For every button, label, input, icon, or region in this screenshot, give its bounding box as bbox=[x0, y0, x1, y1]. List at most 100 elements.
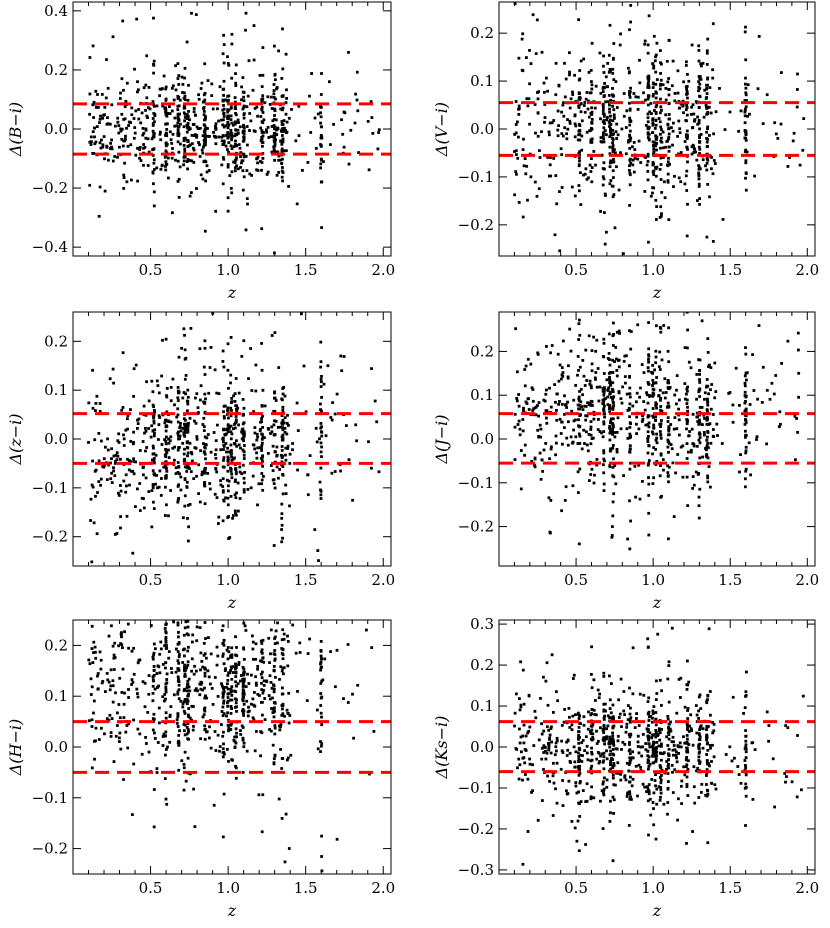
data-point bbox=[94, 739, 97, 742]
data-point bbox=[647, 512, 650, 515]
data-point bbox=[228, 480, 231, 483]
data-point bbox=[672, 60, 675, 63]
data-point bbox=[227, 515, 230, 518]
data-point bbox=[571, 820, 574, 823]
data-point bbox=[152, 685, 155, 688]
data-point bbox=[286, 665, 289, 668]
data-point bbox=[167, 157, 170, 160]
data-point bbox=[744, 177, 747, 180]
data-point bbox=[261, 98, 264, 101]
data-point bbox=[187, 695, 190, 698]
data-point bbox=[153, 669, 156, 672]
data-point bbox=[165, 503, 168, 506]
data-point bbox=[589, 164, 592, 167]
data-point bbox=[211, 687, 214, 690]
data-point bbox=[604, 243, 607, 246]
data-point bbox=[165, 86, 168, 89]
data-point bbox=[234, 84, 237, 87]
x-axis-label: z bbox=[227, 593, 237, 612]
data-point bbox=[222, 836, 225, 839]
data-point bbox=[658, 739, 661, 742]
data-point bbox=[160, 375, 163, 378]
data-point bbox=[686, 114, 689, 117]
data-point bbox=[197, 463, 200, 466]
data-point bbox=[205, 444, 208, 447]
data-point bbox=[691, 428, 694, 431]
data-point bbox=[652, 173, 655, 176]
data-point bbox=[260, 640, 263, 643]
data-point bbox=[744, 26, 747, 29]
data-point bbox=[277, 159, 280, 162]
data-point bbox=[285, 813, 288, 816]
data-point bbox=[682, 476, 685, 479]
data-point bbox=[112, 382, 115, 385]
data-point bbox=[320, 385, 323, 388]
data-point bbox=[660, 163, 663, 166]
data-point bbox=[131, 813, 134, 816]
data-point bbox=[158, 653, 161, 656]
data-point bbox=[199, 688, 202, 691]
data-point bbox=[584, 384, 587, 387]
data-point bbox=[602, 65, 605, 68]
data-point bbox=[706, 52, 709, 55]
data-point bbox=[153, 713, 156, 716]
data-point bbox=[612, 334, 615, 337]
data-point bbox=[235, 164, 238, 167]
data-point bbox=[92, 116, 95, 119]
data-point bbox=[199, 669, 202, 672]
data-point bbox=[207, 433, 210, 436]
data-point bbox=[212, 108, 215, 111]
data-point bbox=[148, 400, 151, 403]
data-point bbox=[686, 130, 689, 133]
data-point bbox=[126, 82, 129, 85]
data-point bbox=[205, 657, 208, 660]
data-point bbox=[177, 650, 180, 653]
data-point bbox=[252, 641, 255, 644]
data-point bbox=[112, 466, 115, 469]
data-point bbox=[656, 741, 659, 744]
data-point bbox=[319, 692, 322, 695]
data-point bbox=[123, 716, 126, 719]
data-point bbox=[100, 478, 103, 481]
data-point bbox=[207, 79, 210, 82]
x-tick-label: 0.5 bbox=[139, 571, 163, 589]
data-point bbox=[213, 804, 216, 807]
data-point bbox=[666, 123, 669, 126]
data-point bbox=[158, 414, 161, 417]
data-point bbox=[675, 427, 678, 430]
data-point bbox=[227, 727, 230, 730]
data-point bbox=[647, 120, 650, 123]
data-point bbox=[227, 674, 230, 677]
data-point bbox=[230, 646, 233, 649]
data-point bbox=[226, 705, 229, 708]
data-point bbox=[698, 517, 701, 520]
data-point bbox=[660, 109, 663, 112]
data-point bbox=[144, 109, 147, 112]
data-point bbox=[164, 156, 167, 159]
data-point bbox=[706, 436, 709, 439]
data-point bbox=[93, 438, 96, 441]
data-point bbox=[165, 636, 168, 639]
data-point bbox=[227, 700, 230, 703]
data-point bbox=[246, 197, 249, 200]
data-point bbox=[119, 458, 122, 461]
data-point bbox=[519, 742, 522, 745]
data-point bbox=[204, 130, 207, 133]
data-point bbox=[136, 180, 139, 183]
data-point bbox=[202, 417, 205, 420]
data-point bbox=[577, 742, 580, 745]
data-point bbox=[583, 442, 586, 445]
data-point bbox=[796, 431, 799, 434]
data-point bbox=[757, 87, 760, 90]
data-point bbox=[745, 671, 748, 674]
data-point bbox=[653, 151, 656, 154]
data-point bbox=[273, 701, 276, 704]
data-point bbox=[668, 102, 671, 105]
data-point bbox=[320, 666, 323, 669]
x-tick-label: 1.5 bbox=[294, 879, 318, 897]
data-point bbox=[90, 498, 93, 501]
data-point bbox=[685, 393, 688, 396]
data-point bbox=[535, 413, 538, 416]
data-point bbox=[126, 428, 129, 431]
data-point bbox=[165, 128, 168, 131]
